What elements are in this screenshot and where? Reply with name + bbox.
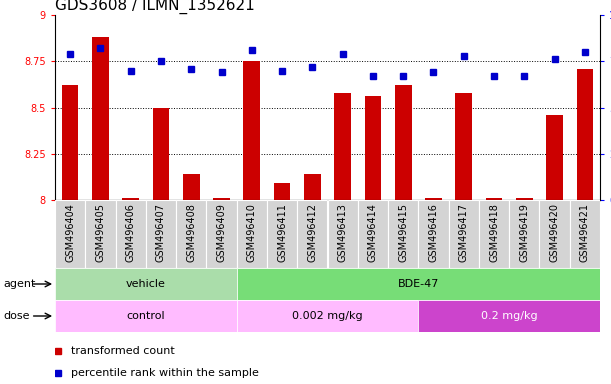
- Text: GSM496404: GSM496404: [65, 203, 75, 262]
- Text: GSM496406: GSM496406: [126, 203, 136, 262]
- Bar: [419, 200, 448, 268]
- Bar: [334, 93, 351, 200]
- Bar: [92, 37, 109, 200]
- Bar: [388, 200, 419, 268]
- Text: GSM496419: GSM496419: [519, 203, 529, 262]
- Text: GSM496417: GSM496417: [459, 203, 469, 262]
- Text: GSM496420: GSM496420: [549, 203, 560, 262]
- Text: GSM496414: GSM496414: [368, 203, 378, 262]
- Bar: [577, 69, 593, 200]
- Text: dose: dose: [3, 311, 29, 321]
- Text: 0.2 mg/kg: 0.2 mg/kg: [481, 311, 538, 321]
- Bar: [327, 200, 358, 268]
- Text: GSM496418: GSM496418: [489, 203, 499, 262]
- Bar: [540, 200, 569, 268]
- Text: GSM496408: GSM496408: [186, 203, 196, 262]
- Text: GSM496415: GSM496415: [398, 203, 408, 262]
- Bar: [122, 198, 139, 200]
- Text: BDE-47: BDE-47: [398, 279, 439, 289]
- Bar: [115, 200, 146, 268]
- Bar: [448, 200, 479, 268]
- Bar: [86, 200, 115, 268]
- Text: GSM496410: GSM496410: [247, 203, 257, 262]
- Bar: [516, 198, 533, 200]
- Bar: [243, 61, 260, 200]
- Bar: [358, 200, 388, 268]
- Bar: [297, 200, 327, 268]
- Text: control: control: [126, 311, 165, 321]
- Bar: [267, 200, 297, 268]
- Bar: [304, 174, 321, 200]
- Text: GSM496416: GSM496416: [428, 203, 439, 262]
- Bar: [55, 200, 86, 268]
- Text: GSM496409: GSM496409: [216, 203, 227, 262]
- Bar: [365, 96, 381, 200]
- Bar: [455, 93, 472, 200]
- Bar: [213, 198, 230, 200]
- Text: GSM496411: GSM496411: [277, 203, 287, 262]
- Bar: [479, 200, 509, 268]
- Bar: [419, 300, 600, 332]
- Bar: [569, 200, 600, 268]
- Bar: [236, 200, 267, 268]
- Bar: [207, 200, 236, 268]
- Text: GDS3608 / ILMN_1352621: GDS3608 / ILMN_1352621: [55, 0, 255, 14]
- Bar: [62, 85, 78, 200]
- Bar: [146, 200, 176, 268]
- Text: GSM496407: GSM496407: [156, 203, 166, 262]
- Bar: [509, 200, 540, 268]
- Bar: [55, 300, 236, 332]
- Bar: [486, 198, 502, 200]
- Bar: [55, 268, 236, 300]
- Text: GSM496412: GSM496412: [307, 203, 317, 262]
- Text: GSM496421: GSM496421: [580, 203, 590, 262]
- Text: GSM496413: GSM496413: [338, 203, 348, 262]
- Text: percentile rank within the sample: percentile rank within the sample: [71, 368, 259, 378]
- Bar: [395, 85, 412, 200]
- Text: transformed count: transformed count: [71, 346, 175, 356]
- Text: agent: agent: [3, 279, 35, 289]
- Text: 0.002 mg/kg: 0.002 mg/kg: [292, 311, 363, 321]
- Bar: [274, 183, 290, 200]
- Bar: [236, 268, 600, 300]
- Bar: [236, 300, 419, 332]
- Bar: [425, 198, 442, 200]
- Bar: [183, 174, 200, 200]
- Bar: [153, 108, 169, 200]
- Bar: [176, 200, 207, 268]
- Bar: [546, 115, 563, 200]
- Text: GSM496405: GSM496405: [95, 203, 106, 262]
- Text: vehicle: vehicle: [126, 279, 166, 289]
